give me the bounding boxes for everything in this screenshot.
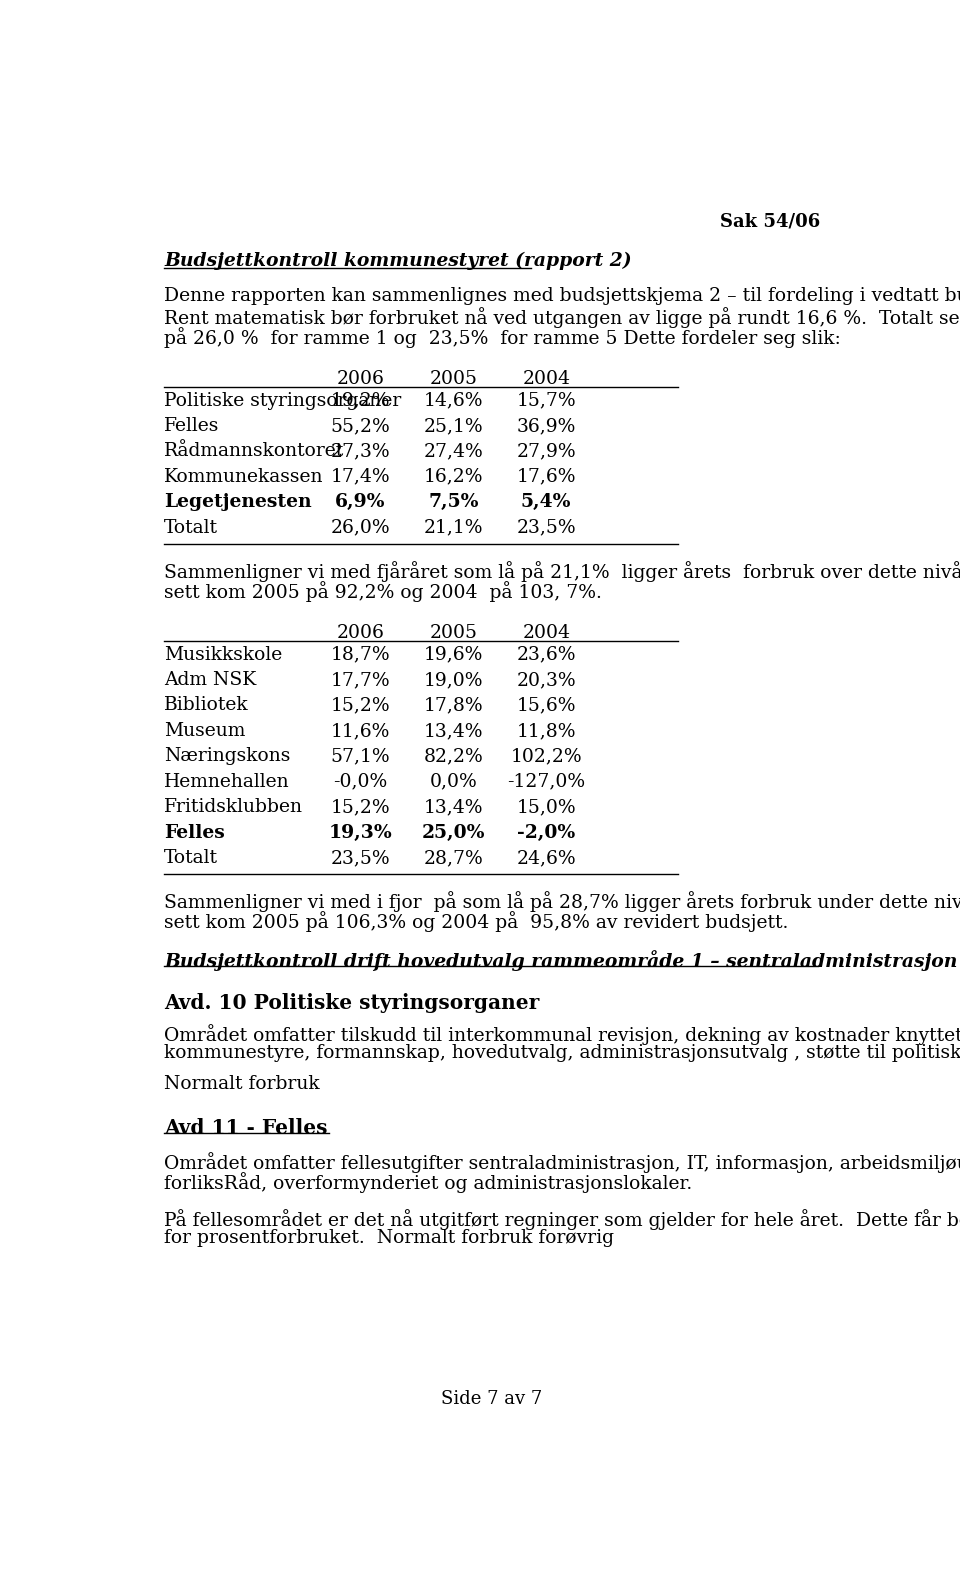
Text: 82,2%: 82,2% [423,748,483,765]
Text: Musikkskole: Musikkskole [164,646,282,664]
Text: Avd 11 - Felles: Avd 11 - Felles [164,1118,327,1137]
Text: 25,0%: 25,0% [421,824,485,842]
Text: 102,2%: 102,2% [511,748,582,765]
Text: 15,2%: 15,2% [330,697,390,715]
Text: 28,7%: 28,7% [423,850,483,867]
Text: 13,4%: 13,4% [423,799,483,816]
Text: Avd. 10 Politiske styringsorganer: Avd. 10 Politiske styringsorganer [164,992,540,1013]
Text: 19,2%: 19,2% [330,392,390,410]
Text: 0,0%: 0,0% [429,773,477,791]
Text: Budsjettkontroll drift hovedutvalg rammeområde 1 – sentraladministrasjon (rappor: Budsjettkontroll drift hovedutvalg ramme… [164,951,960,972]
Text: Totalt: Totalt [164,519,218,537]
Text: Normalt forbruk: Normalt forbruk [164,1075,320,1093]
Text: Felles: Felles [164,418,220,435]
Text: Adm NSK: Adm NSK [164,672,256,689]
Text: 36,9%: 36,9% [516,418,576,435]
Text: Museum: Museum [164,723,246,740]
Text: 15,7%: 15,7% [516,392,576,410]
Text: på 26,0 %  for ramme 1 og  23,5%  for ramme 5 Dette fordeler seg slik:: på 26,0 % for ramme 1 og 23,5% for ramme… [164,327,841,348]
Text: 19,0%: 19,0% [423,672,483,689]
Text: 17,8%: 17,8% [423,697,483,715]
Text: Området omfatter fellesutgifter sentraladministrasjon, IT, informasjon, arbeidsm: Området omfatter fellesutgifter sentrala… [164,1153,960,1174]
Text: 21,1%: 21,1% [423,519,483,537]
Text: 26,0%: 26,0% [330,519,390,537]
Text: 17,4%: 17,4% [330,468,390,486]
Text: 2006: 2006 [336,624,384,642]
Text: kommunestyre, formannskap, hovedutvalg, administrasjonsutvalg , støtte til polit: kommunestyre, formannskap, hovedutvalg, … [164,1043,960,1062]
Text: sett kom 2005 på 92,2% og 2004  på 103, 7%.: sett kom 2005 på 92,2% og 2004 på 103, 7… [164,581,602,602]
Text: 17,6%: 17,6% [516,468,576,486]
Text: Rent matematisk bør forbruket nå ved utgangen av ligge på rundt 16,6 %.  Totalt : Rent matematisk bør forbruket nå ved utg… [164,306,960,327]
Text: 24,6%: 24,6% [516,850,576,867]
Text: forliksRåd, overformynderiet og administrasjonslokaler.: forliksRåd, overformynderiet og administ… [164,1172,692,1193]
Text: Sammenligner vi med i fjor  på som lå på 28,7% ligger årets forbruk under dette : Sammenligner vi med i fjor på som lå på … [164,891,960,912]
Text: 19,6%: 19,6% [423,646,483,664]
Text: 11,6%: 11,6% [330,723,390,740]
Text: 6,9%: 6,9% [335,494,386,511]
Text: Sak 54/06: Sak 54/06 [720,213,820,230]
Text: 17,7%: 17,7% [330,672,390,689]
Text: Denne rapporten kan sammenlignes med budsjettskjema 2 – til fordeling i vedtatt : Denne rapporten kan sammenlignes med bud… [164,287,960,305]
Text: 2004: 2004 [522,624,570,642]
Text: Rådmannskontoret: Rådmannskontoret [164,443,345,461]
Text: 13,4%: 13,4% [423,723,483,740]
Text: 27,3%: 27,3% [330,443,390,461]
Text: 5,4%: 5,4% [521,494,571,511]
Text: Bibliotek: Bibliotek [164,697,249,715]
Text: Kommunekassen: Kommunekassen [164,468,324,486]
Text: Legetjenesten: Legetjenesten [164,494,312,511]
Text: Sammenligner vi med fjåråret som lå på 21,1%  ligger årets  forbruk over dette n: Sammenligner vi med fjåråret som lå på 2… [164,561,960,581]
Text: 14,6%: 14,6% [423,392,483,410]
Text: 20,3%: 20,3% [516,672,576,689]
Text: 7,5%: 7,5% [428,494,478,511]
Text: 15,6%: 15,6% [516,697,576,715]
Text: Felles: Felles [164,824,225,842]
Text: 25,1%: 25,1% [423,418,483,435]
Text: -2,0%: -2,0% [517,824,575,842]
Text: Fritidsklubben: Fritidsklubben [164,799,303,816]
Text: 2005: 2005 [429,370,477,387]
Text: -0,0%: -0,0% [333,773,388,791]
Text: for prosentforbruket.  Normalt forbruk forøvrig: for prosentforbruket. Normalt forbruk fo… [164,1229,614,1247]
Text: Hemnehallen: Hemnehallen [164,773,290,791]
Text: 23,5%: 23,5% [330,850,390,867]
Text: Politiske styringsorganer: Politiske styringsorganer [164,392,401,410]
Text: 57,1%: 57,1% [330,748,390,765]
Text: Side 7 av 7: Side 7 av 7 [442,1390,542,1409]
Text: Budsjettkontroll kommunestyret (rapport 2): Budsjettkontroll kommunestyret (rapport … [164,252,632,270]
Text: sett kom 2005 på 106,3% og 2004 på  95,8% av revidert budsjett.: sett kom 2005 på 106,3% og 2004 på 95,8%… [164,912,788,932]
Text: 2006: 2006 [336,370,384,387]
Text: 2005: 2005 [429,624,477,642]
Text: 27,9%: 27,9% [516,443,576,461]
Text: 2004: 2004 [522,370,570,387]
Text: 15,0%: 15,0% [516,799,576,816]
Text: 23,5%: 23,5% [516,519,576,537]
Text: Næringskons: Næringskons [164,748,291,765]
Text: 11,8%: 11,8% [516,723,576,740]
Text: 55,2%: 55,2% [330,418,390,435]
Text: 27,4%: 27,4% [423,443,483,461]
Text: 15,2%: 15,2% [330,799,390,816]
Text: På fellesområdet er det nå utgitført regninger som gjelder for hele året.  Dette: På fellesområdet er det nå utgitført reg… [164,1210,960,1231]
Text: 23,6%: 23,6% [516,646,576,664]
Text: Området omfatter tilskudd til interkommunal revisjon, dekning av kostnader knytt: Området omfatter tilskudd til interkommu… [164,1024,960,1045]
Text: 19,3%: 19,3% [328,824,392,842]
Text: 16,2%: 16,2% [423,468,483,486]
Text: Totalt: Totalt [164,850,218,867]
Text: -127,0%: -127,0% [507,773,586,791]
Text: 18,7%: 18,7% [330,646,390,664]
